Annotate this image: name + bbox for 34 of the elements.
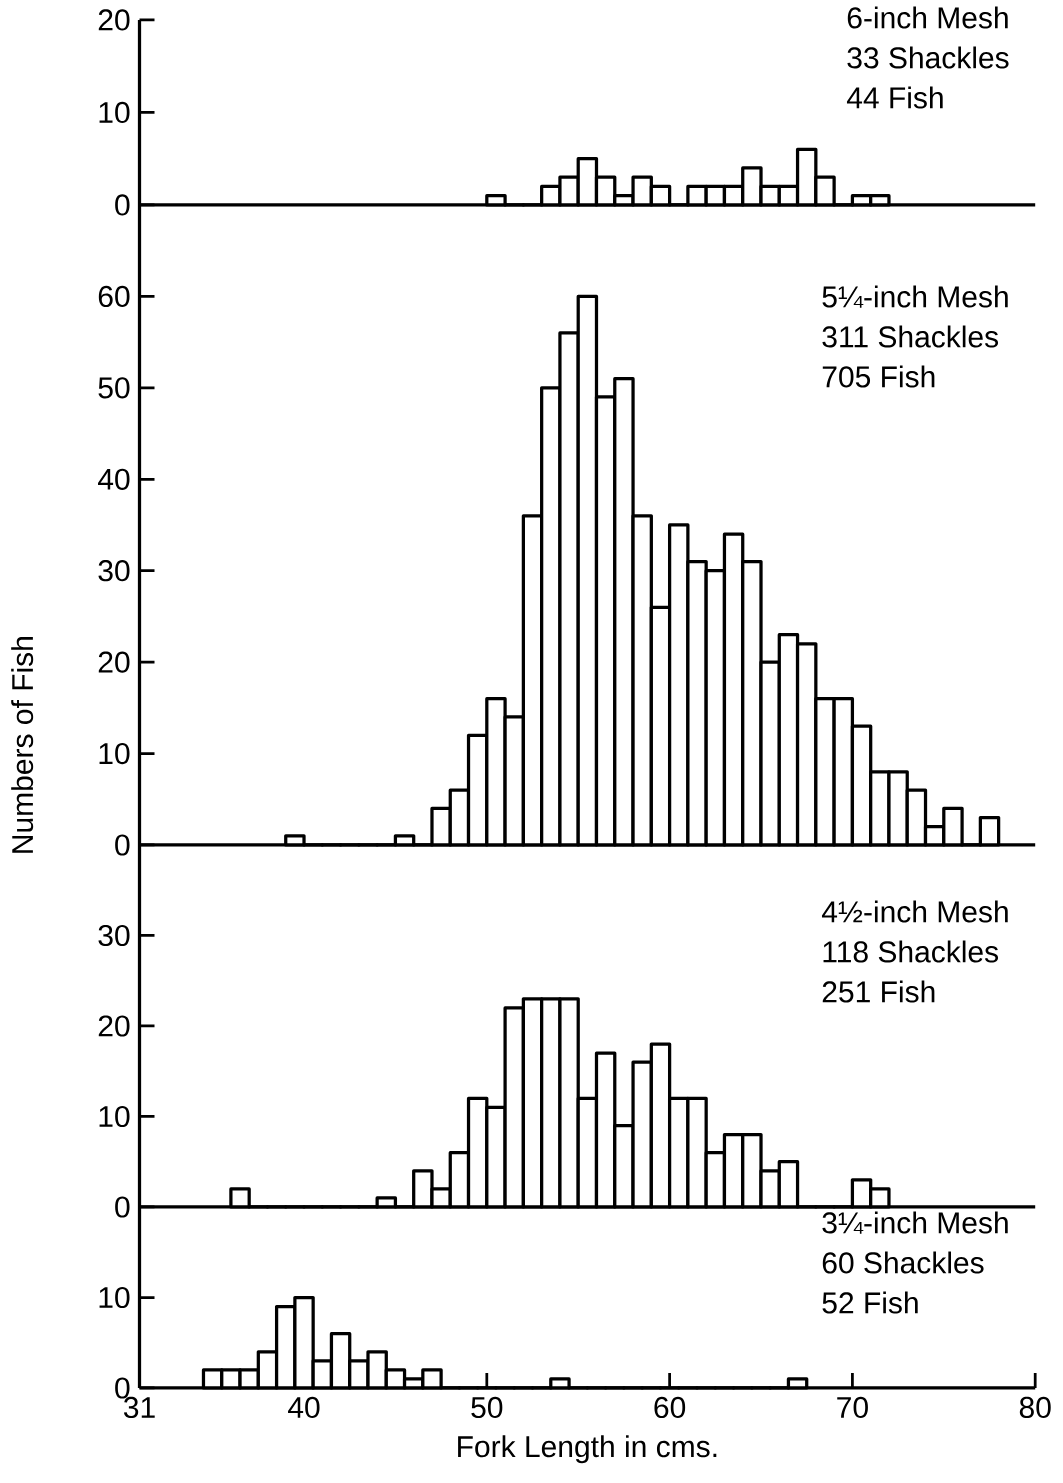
y-axis-title: Numbers of Fish [11,637,34,853]
y-tick-label: 10 [99,742,130,765]
annotation: 311 Shackles [822,325,999,348]
x-tick-label: 70 [837,1396,868,1419]
annotation: 5¼-inch Mesh [822,285,1008,308]
y-tick-label: 0 [115,834,130,856]
x-tick-label: 50 [471,1396,503,1419]
y-tick-label: 20 [98,1015,130,1037]
y-tick-label: 20 [98,651,130,673]
y-tick-label: 50 [98,377,130,399]
annotation: 44 Fish [846,86,943,109]
y-tick-label: 60 [98,285,130,308]
annotation: 118 Shackles [823,940,999,963]
y-tick-label: 40 [98,468,130,490]
y-tick-label: 10 [99,1105,130,1128]
y-tick-label: 0 [115,1196,130,1218]
x-tick-label: 40 [288,1396,320,1419]
x-tick-label: 80 [1019,1396,1051,1419]
x-axis-title: Fork Length in cms. [458,1435,717,1464]
annotation: 6-inch Mesh [847,6,1008,29]
y-tick-label: 10 [99,1286,130,1309]
annotation: 705 Fish [822,365,935,388]
y-tick-label: 30 [98,924,130,947]
annotation: 52 Fish [822,1291,918,1314]
y-tick-label: 0 [115,194,130,216]
annotation: 3¼-inch Mesh [822,1211,1008,1234]
y-tick-label: 30 [98,560,130,582]
annotation: 4½-inch Mesh [821,900,1008,923]
annotation: 60 Shackles [822,1251,984,1274]
x-tick-label: 60 [654,1396,686,1419]
y-tick-label: 20 [98,9,130,31]
y-tick-label: 10 [99,101,130,124]
annotation: 33 Shackles [847,46,1009,69]
annotation: 251 Fish [822,980,935,1003]
